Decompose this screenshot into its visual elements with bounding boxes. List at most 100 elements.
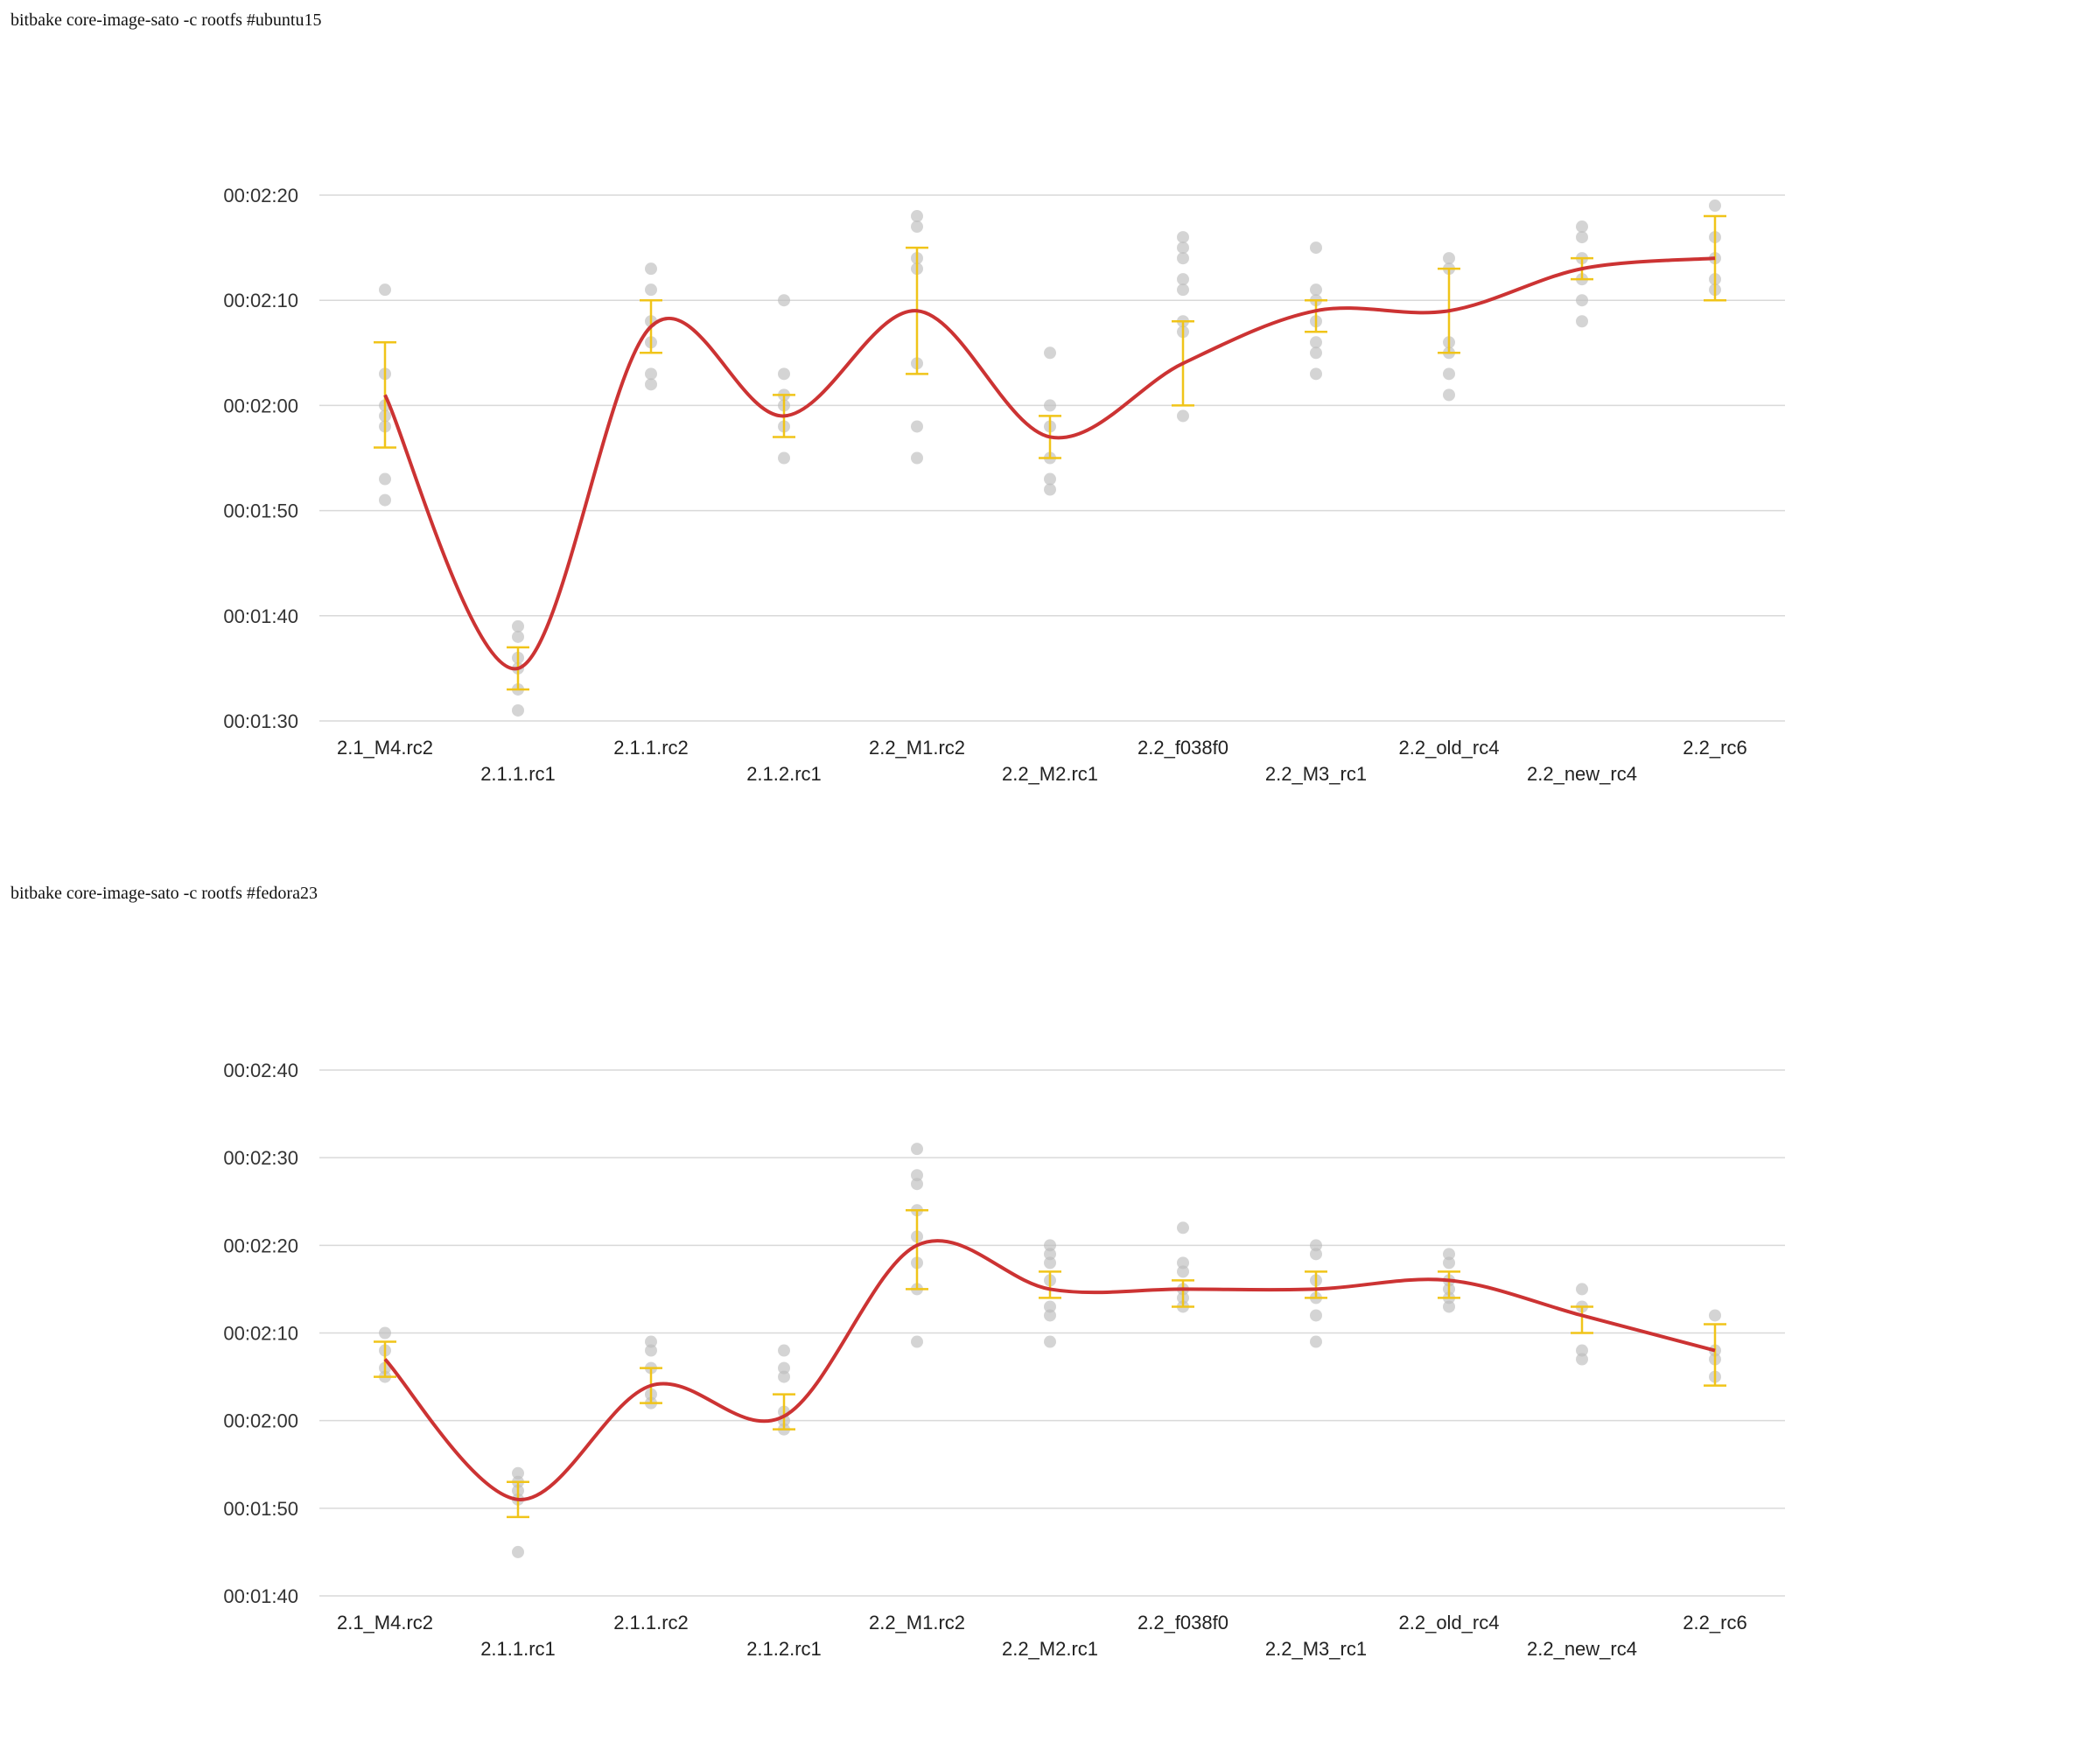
data-point — [1443, 252, 1455, 265]
data-point — [512, 619, 524, 633]
error-bar — [1438, 1270, 1460, 1299]
data-point — [1310, 367, 1322, 381]
data-point — [645, 262, 657, 276]
x-tick-label: 2.2_M1.rc2 — [869, 1612, 965, 1634]
x-tick-label: 2.1.1.rc2 — [613, 1612, 689, 1634]
data-point — [1044, 1335, 1056, 1348]
data-point — [645, 378, 657, 391]
data-point — [1177, 231, 1189, 244]
x-tick-label: 2.1_M4.rc2 — [337, 1612, 433, 1634]
y-tick-label: 00:02:40 — [223, 1060, 298, 1081]
x-tick-label: 2.2_M1.rc2 — [869, 737, 965, 759]
data-point — [645, 1335, 657, 1348]
y-tick-label: 00:02:10 — [223, 290, 298, 311]
data-point — [379, 493, 391, 507]
data-point — [1177, 273, 1189, 286]
x-tick-label: 2.2_new_rc4 — [1527, 763, 1637, 785]
data-point — [1310, 1239, 1322, 1252]
data-point — [512, 703, 524, 717]
data-point — [911, 1335, 923, 1348]
data-point — [778, 1344, 790, 1357]
data-point — [1310, 336, 1322, 349]
data-point — [1044, 472, 1056, 486]
data-point — [1576, 1283, 1588, 1296]
x-tick-label: 2.2_M2.rc1 — [1002, 1638, 1098, 1660]
error-bar — [906, 1209, 928, 1291]
data-point — [911, 220, 923, 234]
data-point — [1044, 1300, 1056, 1313]
chart-title-fedora23: bitbake core-image-sato -c rootfs #fedor… — [10, 884, 318, 903]
data-point — [911, 1143, 923, 1156]
x-tick-label: 2.2_M2.rc1 — [1002, 763, 1098, 785]
chart-fedora23: 00:01:40 00:01:50 00:02:00 00:02:10 00:02:20… — [223, 1060, 1785, 1660]
x-tick-label: 2.1.1.rc1 — [480, 1638, 556, 1660]
data-point — [512, 630, 524, 643]
x-tick-label: 2.2_new_rc4 — [1527, 1638, 1637, 1660]
data-point — [1310, 283, 1322, 297]
mean-line — [383, 1239, 1716, 1501]
error-bar — [773, 1393, 795, 1431]
error-bar — [1305, 1270, 1327, 1299]
data-point — [1044, 1256, 1056, 1270]
y-tick-label: 00:02:00 — [223, 1410, 298, 1432]
data-point — [778, 1370, 790, 1383]
x-tick-label: 2.2_old_rc4 — [1399, 1612, 1500, 1634]
y-tick-label: 00:02:10 — [223, 1323, 298, 1345]
data-point — [911, 1178, 923, 1191]
data-point — [1310, 1335, 1322, 1348]
data-point — [778, 367, 790, 381]
data-point — [512, 1545, 524, 1558]
x-tick-label: 2.1.1.rc2 — [613, 737, 689, 759]
y-tick-label: 00:01:40 — [223, 1585, 298, 1607]
data-point — [1443, 1300, 1455, 1313]
data-point — [1443, 367, 1455, 381]
error-bar — [1704, 1323, 1726, 1387]
data-point — [1576, 1344, 1588, 1357]
data-point — [911, 451, 923, 465]
data-point — [645, 1344, 657, 1357]
x-tick-label: 2.2_old_rc4 — [1399, 737, 1500, 759]
data-point — [1177, 409, 1189, 423]
data-point — [1310, 1248, 1322, 1261]
x-tick-label: 2.2_M3_rc1 — [1265, 1638, 1367, 1660]
data-point — [379, 283, 391, 297]
chart-title-ubuntu15: bitbake core-image-sato -c rootfs #ubunt… — [10, 10, 322, 30]
y-tick-label: 00:01:50 — [223, 1498, 298, 1520]
x-tick-label: 2.2_rc6 — [1683, 737, 1746, 759]
data-point — [512, 1466, 524, 1480]
error-bar — [1571, 1305, 1593, 1334]
data-point — [1044, 483, 1056, 496]
error-bar — [1305, 298, 1327, 333]
data-point — [1576, 231, 1588, 244]
x-tick-label: 2.2_rc6 — [1683, 1612, 1746, 1634]
data-point — [379, 472, 391, 486]
data-point — [1044, 1309, 1056, 1322]
data-point — [1443, 1248, 1455, 1261]
data-point — [1310, 241, 1322, 255]
y-tick-label: 00:01:30 — [223, 710, 298, 732]
data-point — [1576, 315, 1588, 328]
x-tick-label: 2.1_M4.rc2 — [337, 737, 433, 759]
data-point — [911, 1169, 923, 1182]
data-point — [1177, 283, 1189, 297]
error-bar — [1039, 1270, 1061, 1299]
data-point — [1576, 294, 1588, 307]
y-tick-label: 00:01:40 — [223, 605, 298, 627]
y-tick-label: 00:02:30 — [223, 1147, 298, 1169]
data-point — [1709, 1309, 1721, 1322]
data-point — [778, 294, 790, 307]
x-tick-label: 2.1.2.rc1 — [746, 1638, 822, 1660]
data-point — [1177, 1256, 1189, 1270]
data-point — [1177, 1221, 1189, 1235]
data-point — [911, 210, 923, 223]
data-point — [379, 1326, 391, 1340]
data-point — [1044, 346, 1056, 360]
data-point — [1443, 1256, 1455, 1270]
y-tick-label: 00:01:50 — [223, 500, 298, 522]
x-tick-label: 2.1.2.rc1 — [746, 763, 822, 785]
data-point — [1177, 1265, 1189, 1278]
data-point — [1310, 346, 1322, 360]
data-point — [1044, 399, 1056, 412]
y-tick-label: 00:02:00 — [223, 395, 298, 416]
x-tick-label: 2.1.1.rc1 — [480, 763, 556, 785]
